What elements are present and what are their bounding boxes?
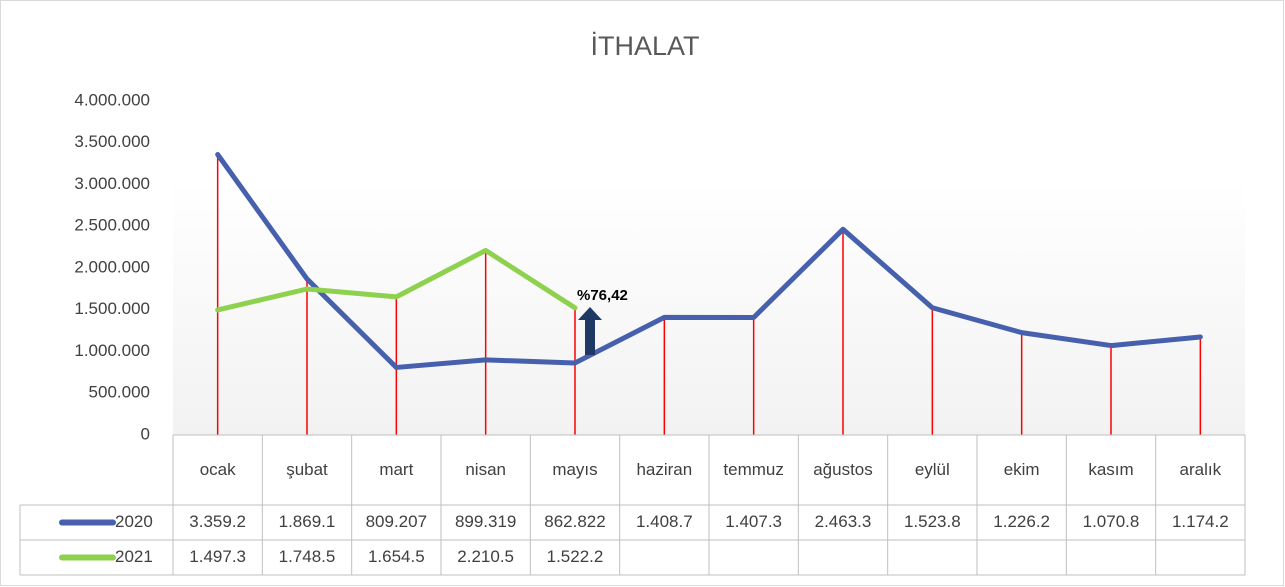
table-value: 1.226.2 (993, 512, 1050, 531)
table-value: 2.210.5 (457, 547, 514, 566)
x-tick-label: aralık (1179, 460, 1222, 480)
y-tick-label: 3.000.000 (74, 174, 150, 193)
x-tick-label: eylül (914, 460, 950, 480)
x-tick-label: ağustos (813, 460, 873, 480)
table-value: 809.207 (366, 512, 427, 531)
y-tick-label: 1.000.000 (74, 341, 150, 360)
table-value: 1.070.8 (1083, 512, 1140, 531)
table-value: 1.174.2 (1172, 512, 1229, 531)
x-tick-label: mayıs (552, 460, 598, 480)
y-tick-label: 0 (141, 424, 150, 443)
category-cell: temmuz (723, 460, 784, 480)
category-cell: haziran (636, 460, 693, 480)
category-cell: ekim (1003, 460, 1040, 480)
table-value: 862.822 (544, 512, 605, 531)
chart-title: İTHALAT (590, 30, 699, 61)
y-tick-label: 2.500.000 (74, 216, 150, 235)
series-line (215, 152, 1203, 370)
plot-background (173, 180, 1245, 435)
category-cell: mart (379, 460, 414, 480)
legend-label: 2020 (115, 512, 153, 531)
x-tick-label: ocak (199, 460, 236, 480)
x-tick-label: nisan (465, 460, 506, 480)
x-tick-label: şubat (286, 460, 328, 480)
table-value: 1.523.8 (904, 512, 961, 531)
y-tick-label: 500.000 (89, 383, 150, 402)
annotation: %76,42 (577, 287, 628, 304)
table-value: 1.748.5 (279, 547, 336, 566)
category-cell: mayıs (552, 460, 598, 480)
table-value: 899.319 (455, 512, 516, 531)
x-tick-label: kasım (1088, 460, 1134, 480)
x-tick-label: ekim (1003, 460, 1040, 480)
annotation-arrow (578, 307, 602, 355)
y-tick-label: 4.000.000 (74, 90, 150, 109)
table-value: 2.463.3 (815, 512, 872, 531)
x-tick-label: haziran (636, 460, 693, 480)
table-value: 1.869.1 (279, 512, 336, 531)
series-line (215, 247, 578, 313)
category-cell: kasım (1088, 460, 1134, 480)
category-cell: ağustos (813, 460, 873, 480)
table-value: 1.407.3 (725, 512, 782, 531)
table-value: 1.497.3 (189, 547, 246, 566)
table-value: 1.654.5 (368, 547, 425, 566)
x-tick-label: temmuz (723, 460, 784, 480)
x-tick-label: mart (379, 460, 414, 480)
category-cell: eylül (914, 460, 950, 480)
table-value: 3.359.2 (189, 512, 246, 531)
y-tick-label: 2.000.000 (74, 257, 150, 276)
category-cell: ocak (199, 460, 236, 480)
category-cell: nisan (465, 460, 506, 480)
y-tick-label: 3.500.000 (74, 132, 150, 151)
table-value: 1.522.2 (547, 547, 604, 566)
category-cell: aralık (1179, 460, 1222, 480)
table-value: 1.408.7 (636, 512, 693, 531)
legend-label: 2021 (115, 547, 153, 566)
category-cell: şubat (286, 460, 328, 480)
y-tick-label: 1.500.000 (74, 299, 150, 318)
